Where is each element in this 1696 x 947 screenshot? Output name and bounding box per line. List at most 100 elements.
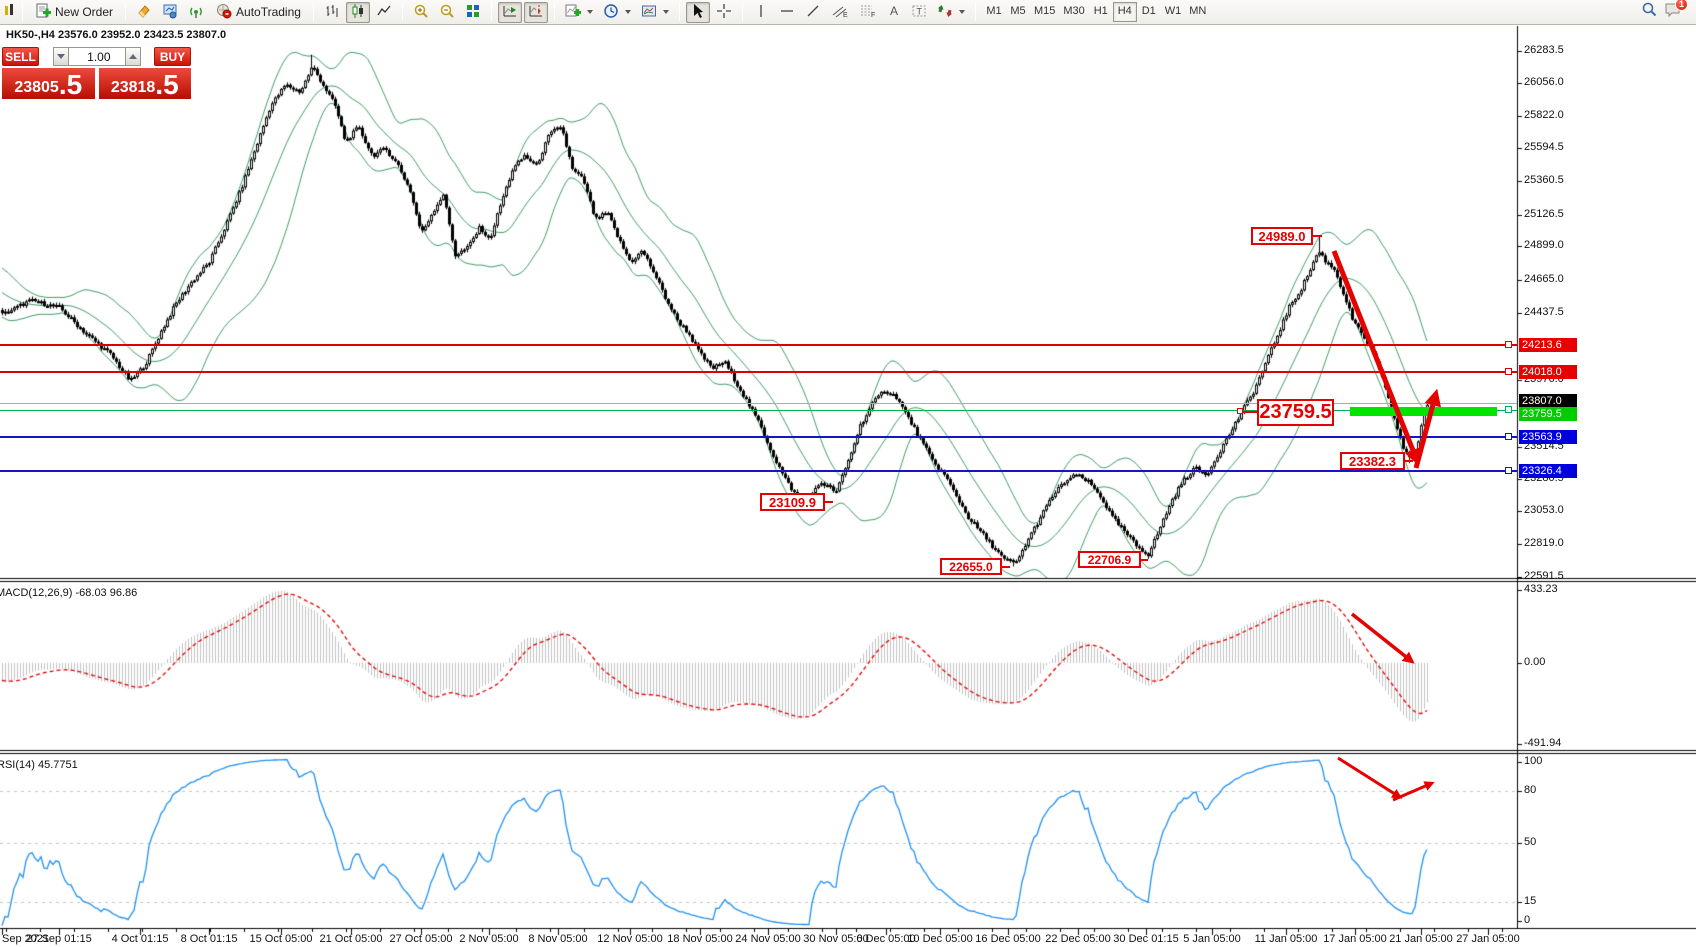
bid-price-box[interactable]: 23805.5 bbox=[2, 68, 95, 99]
timeframe-button-mn[interactable]: MN bbox=[1189, 5, 1207, 17]
rsi-tick-label: 15 bbox=[1524, 895, 1537, 907]
notifications-button[interactable]: 1 bbox=[1664, 0, 1688, 23]
autotrading-button[interactable]: AutoTrading bbox=[210, 2, 307, 23]
time-axis-label: 16 Dec 05:00 bbox=[975, 933, 1041, 945]
price-label-22706[interactable]: 22706.9 bbox=[1078, 551, 1141, 568]
template-icon bbox=[641, 3, 657, 22]
indicators-button[interactable] bbox=[561, 2, 597, 23]
price-label-23759[interactable]: 23759.5 bbox=[1257, 399, 1334, 426]
rsi-tick-label: 50 bbox=[1524, 836, 1537, 848]
timeframe-button-m1[interactable]: M1 bbox=[986, 5, 1002, 17]
resistance-line-24213-handle[interactable] bbox=[1505, 341, 1512, 348]
macd-values: -68.03 96.86 bbox=[75, 587, 138, 599]
time-axis-label: 8 Oct 01:15 bbox=[180, 933, 238, 945]
zoom-out-button[interactable] bbox=[435, 2, 459, 23]
support-zone-bar[interactable] bbox=[1350, 407, 1497, 416]
volume-increase-button[interactable] bbox=[124, 47, 141, 66]
trendline-icon bbox=[805, 3, 821, 22]
autotrading-label: AutoTrading bbox=[236, 5, 301, 19]
shapes-tool-button[interactable] bbox=[933, 2, 969, 23]
rsi-indicator-label: RSI(14) 45.7751 bbox=[0, 759, 78, 771]
time-axis-label: 4 Oct 01:15 bbox=[111, 933, 169, 945]
fibonacci-icon: F bbox=[859, 3, 877, 22]
time-axis-label: 27 Sep 01:15 bbox=[26, 933, 92, 945]
search-icon[interactable] bbox=[1641, 1, 1658, 23]
templates-dropdown-caret[interactable] bbox=[662, 10, 669, 14]
support-line-23326[interactable] bbox=[0, 470, 1517, 472]
support-line-23759[interactable] bbox=[0, 409, 1517, 411]
buy-button[interactable]: BUY bbox=[154, 47, 191, 66]
support-line-23759-handle[interactable] bbox=[1505, 406, 1512, 413]
fibonacci-tool-button[interactable]: F bbox=[855, 2, 881, 23]
rsi-tick-label: 0 bbox=[1524, 914, 1531, 926]
periods-dropdown-caret[interactable] bbox=[624, 10, 631, 14]
resistance-line-24018[interactable] bbox=[0, 371, 1517, 373]
timeframe-button-m15[interactable]: M15 bbox=[1033, 5, 1056, 17]
time-axis-label: 18 Nov 05:00 bbox=[667, 933, 733, 945]
vertical-line-tool-button[interactable] bbox=[749, 2, 773, 23]
price-label-22655[interactable]: 22655.0 bbox=[940, 558, 1002, 575]
price-tick-label: 25360.5 bbox=[1524, 174, 1564, 186]
price-label-23109[interactable]: 23109.9 bbox=[760, 493, 825, 511]
auto-scroll-button[interactable] bbox=[497, 1, 522, 23]
price-tick-label: 25594.5 bbox=[1524, 141, 1564, 153]
text-label-tool-button[interactable]: T bbox=[907, 2, 931, 23]
channel-tool-button[interactable]: E bbox=[827, 2, 853, 23]
text-tool-button[interactable]: A bbox=[883, 2, 905, 23]
timeframe-button-m5[interactable]: M5 bbox=[1010, 5, 1026, 17]
timeframe-button-w1[interactable]: W1 bbox=[1164, 5, 1182, 17]
triangle-down-icon bbox=[56, 54, 65, 59]
price-tick-label: 24665.0 bbox=[1524, 273, 1564, 285]
ask-price-box[interactable]: 23818.5 bbox=[98, 68, 191, 99]
signals-button[interactable] bbox=[184, 2, 208, 23]
timeframe-button-d1[interactable]: D1 bbox=[1141, 5, 1156, 17]
volume-input[interactable] bbox=[68, 47, 125, 66]
price-label-23382[interactable]: 23382.3 bbox=[1340, 452, 1405, 470]
chart-shift-button[interactable] bbox=[523, 1, 548, 23]
horizontal-line-tool-button[interactable] bbox=[775, 2, 799, 23]
current-price-line[interactable] bbox=[0, 402, 1517, 404]
price-label-24989[interactable]: 24989.0 bbox=[1251, 227, 1313, 245]
macd-title: MACD(12,26,9) bbox=[0, 587, 73, 599]
bar-chart-icon bbox=[324, 3, 340, 22]
candlestick-mode-button[interactable] bbox=[345, 1, 370, 23]
market-watch-button[interactable] bbox=[158, 2, 182, 23]
signal-icon bbox=[188, 3, 204, 22]
styler-button[interactable] bbox=[132, 2, 156, 23]
triangle-up-icon bbox=[128, 54, 137, 59]
price-axis-badge: 23807.0 bbox=[1519, 394, 1577, 408]
tile-windows-button[interactable] bbox=[461, 2, 485, 23]
support-line-23563-handle[interactable] bbox=[1505, 433, 1512, 440]
toolbar-separator bbox=[401, 3, 403, 21]
new-order-button[interactable]: New Order bbox=[29, 2, 119, 23]
bar-chart-mode-button[interactable] bbox=[320, 2, 344, 23]
timeframe-button-m30[interactable]: M30 bbox=[1063, 5, 1085, 17]
new-order-label: New Order bbox=[55, 5, 114, 19]
cursor-tool-button[interactable] bbox=[685, 1, 710, 23]
volume-decrease-button[interactable] bbox=[52, 47, 69, 66]
price-tick-label: 22591.5 bbox=[1524, 570, 1564, 582]
trendline-tool-button[interactable] bbox=[801, 2, 825, 23]
text-label-icon: T bbox=[911, 3, 927, 22]
timeframe-button-h1[interactable]: H1 bbox=[1093, 5, 1108, 17]
line-chart-icon bbox=[376, 3, 392, 22]
timeframe-button-h4[interactable]: H4 bbox=[1112, 2, 1137, 22]
sell-button[interactable]: SELL bbox=[2, 47, 39, 66]
crosshair-tool-button[interactable] bbox=[712, 2, 736, 23]
time-axis-label: Sep 2021 bbox=[2, 933, 50, 945]
resistance-line-24213[interactable] bbox=[0, 344, 1517, 346]
support-line-23563[interactable] bbox=[0, 436, 1517, 438]
support-line-23326-handle[interactable] bbox=[1505, 467, 1512, 474]
price-label-23759-anchor-handle[interactable] bbox=[1237, 408, 1243, 414]
shapes-dropdown-caret[interactable] bbox=[958, 10, 965, 14]
resistance-line-24018-handle[interactable] bbox=[1505, 368, 1512, 375]
price-tick-label: 26283.5 bbox=[1524, 44, 1564, 56]
timeframe-toolbar: M1 M5 M15 M30 H1 H4 D1 W1 MN bbox=[982, 2, 1210, 22]
line-chart-mode-button[interactable] bbox=[372, 2, 396, 23]
indicators-dropdown-caret[interactable] bbox=[586, 10, 593, 14]
periods-button[interactable] bbox=[599, 2, 635, 23]
templates-button[interactable] bbox=[637, 2, 673, 23]
zoom-in-button[interactable] bbox=[409, 2, 433, 23]
